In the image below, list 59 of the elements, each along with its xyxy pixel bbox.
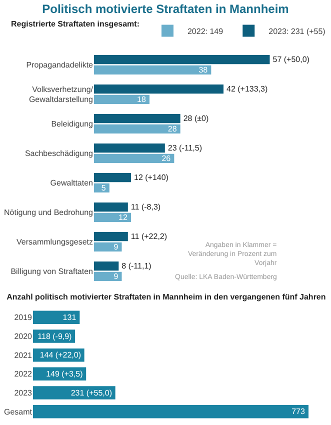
data-label: 231 (+55,0): [70, 388, 112, 398]
y-tick-label: Beleidigung: [51, 120, 93, 129]
chart-title: Politisch motivierte Straftaten in Mannheim: [42, 2, 289, 16]
legend-title: Registrierte Straftaten insgesamt:: [11, 20, 140, 29]
y-tick-label: Volksverhetzung/ Gewaltdarstellung: [28, 84, 94, 104]
y-tick-label: Billigung von Straftaten: [10, 267, 93, 276]
bar: [94, 173, 131, 182]
data-label: 144 (+22,0): [40, 350, 82, 360]
y-tick-label: 2019: [14, 313, 33, 322]
data-label: 38: [198, 65, 208, 74]
bar: [33, 310, 80, 324]
bar: [94, 84, 224, 94]
y-tick-label: Propagandadelikte: [26, 60, 94, 70]
bar: [94, 212, 131, 222]
legend-label: 2023: 231 (+55): [268, 26, 326, 36]
bar: [33, 386, 116, 400]
data-label: 11 (+22,2): [130, 232, 168, 242]
bar: [94, 242, 122, 252]
y-tick-label: 2020: [14, 332, 33, 342]
data-label: 18: [137, 94, 146, 104]
y-tick-label: Nötigung und Bedrohung: [4, 208, 93, 218]
data-label: 12 (+140): [134, 173, 169, 182]
data-label: 131: [62, 312, 77, 322]
y-tick-label: 2022: [14, 370, 33, 379]
bar: [94, 232, 128, 242]
bar: [94, 262, 119, 271]
data-label: 9: [114, 242, 119, 252]
data-label: 5: [101, 183, 106, 192]
data-label: 57 (+50,0): [272, 55, 310, 64]
data-label: 26: [162, 154, 172, 163]
legend-label: 2022: 149: [187, 26, 224, 36]
bar: [94, 154, 174, 163]
bar: [94, 124, 180, 134]
y-tick-label: 2021: [14, 350, 33, 360]
bar: [94, 94, 150, 104]
y-tick-label: 2023: [14, 388, 33, 398]
data-label: 118 (-9,9): [38, 332, 72, 341]
bar: [94, 55, 270, 64]
data-label: 23 (-11,5): [168, 144, 202, 153]
bar: [94, 144, 165, 153]
data-label: 773: [292, 407, 306, 416]
data-label: 28: [168, 124, 178, 134]
y-tick-label: Gesamt: [4, 407, 33, 416]
y-tick-label: Sachbeschädigung: [24, 149, 93, 158]
y-tick-label: Gewalttaten: [50, 178, 93, 188]
data-label: 149 (+3,5): [46, 369, 84, 378]
data-label: 42 (+133,3): [226, 84, 268, 94]
data-label: 8 (-11,1): [122, 262, 152, 271]
bar: [33, 404, 308, 418]
data-label: 9: [114, 272, 119, 281]
bar: [94, 65, 212, 74]
bar: [94, 202, 128, 212]
y-tick-label: Versammlungsgesetz: [16, 238, 93, 247]
bar: [94, 114, 180, 124]
data-label: 28 (±0): [183, 114, 209, 124]
data-label: 12: [118, 212, 128, 222]
chart-title: Anzahl politisch motivierter Straftaten in Mannheim in den vergangenen fünf Jahren: [6, 292, 326, 302]
data-label: 11 (-8,3): [130, 202, 161, 212]
bar: [94, 272, 122, 281]
